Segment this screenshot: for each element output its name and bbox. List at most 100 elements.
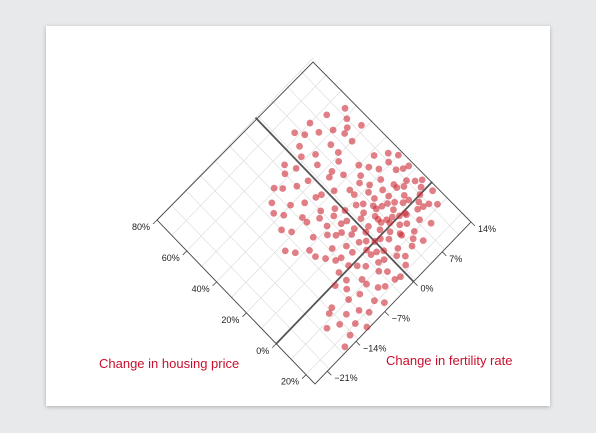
data-point	[345, 296, 353, 303]
data-point	[270, 209, 278, 217]
data-point	[414, 205, 422, 213]
x-tick-mark	[271, 343, 277, 349]
data-point	[309, 233, 317, 241]
data-point	[370, 152, 378, 159]
data-point	[312, 193, 320, 201]
data-point	[330, 212, 338, 220]
data-point	[325, 173, 333, 181]
data-point	[427, 219, 435, 227]
zero-line-housing	[275, 181, 433, 345]
data-point	[375, 165, 383, 173]
data-point	[384, 149, 392, 157]
data-point	[388, 213, 396, 221]
data-point	[385, 158, 393, 166]
data-point	[385, 192, 393, 200]
data-point	[323, 222, 331, 230]
data-point	[322, 255, 329, 262]
data-point	[418, 176, 426, 184]
data-point	[409, 235, 417, 243]
y-tick-mark	[384, 311, 390, 316]
data-point	[280, 211, 288, 219]
grid-line-x	[261, 166, 418, 329]
data-point	[400, 191, 408, 199]
data-point	[425, 200, 433, 208]
data-point	[434, 200, 441, 208]
data-point	[411, 177, 419, 185]
data-point	[287, 201, 294, 209]
data-point	[357, 215, 365, 223]
data-point	[291, 129, 299, 137]
data-point	[355, 238, 363, 246]
data-point	[299, 214, 306, 221]
data-point	[328, 168, 336, 175]
data-point	[416, 216, 423, 224]
data-point	[304, 177, 312, 185]
data-point	[393, 184, 401, 192]
grid-line-x	[290, 197, 448, 360]
data-point	[394, 245, 402, 252]
grid-line-y	[171, 204, 330, 370]
data-point	[355, 161, 363, 169]
data-point	[281, 170, 289, 178]
data-point	[337, 254, 345, 262]
data-point	[281, 161, 288, 169]
data-point	[362, 228, 370, 236]
data-point	[371, 238, 379, 245]
data-point	[359, 200, 367, 208]
data-point	[340, 171, 347, 179]
y-tick-mark	[470, 221, 476, 227]
data-point	[401, 209, 409, 217]
data-point	[384, 200, 391, 207]
data-point	[396, 212, 403, 220]
data-point	[328, 245, 336, 252]
data-point	[380, 256, 388, 264]
data-point	[316, 214, 323, 222]
data-point	[341, 104, 349, 112]
data-point	[306, 247, 313, 254]
data-point	[315, 128, 323, 136]
data-point	[350, 225, 358, 233]
data-point	[343, 276, 350, 284]
y-tick-mark	[413, 281, 418, 286]
data-point	[374, 215, 382, 223]
data-point	[362, 237, 370, 245]
data-point	[296, 142, 303, 150]
data-point	[376, 235, 384, 243]
chart-card: 20% 0% 20% 40% 60% 80% −21% −14% −7% 0% 7% 14% Chang…	[46, 26, 550, 406]
y-tick-label: −21%	[334, 373, 357, 383]
data-point	[278, 226, 285, 234]
x-tick-label: 0%	[256, 346, 269, 356]
plot-frame	[156, 61, 472, 385]
data-point	[312, 151, 319, 158]
x-tick-mark	[301, 374, 307, 379]
data-point	[396, 221, 404, 229]
data-point	[355, 306, 363, 314]
data-point	[331, 205, 339, 212]
grid-line-y	[185, 189, 344, 355]
y-tick-mark	[441, 251, 447, 257]
y-tick-mark	[327, 370, 332, 376]
data-point	[360, 209, 368, 217]
data-point	[402, 261, 410, 269]
data-point	[391, 275, 399, 283]
data-point	[401, 252, 409, 260]
x-tick-mark	[212, 281, 217, 287]
data-point	[381, 299, 388, 307]
data-point	[343, 217, 351, 225]
grid-line-x	[156, 57, 314, 221]
data-point	[338, 229, 345, 236]
data-point	[405, 162, 413, 170]
data-point	[419, 237, 427, 245]
data-point	[353, 262, 361, 270]
data-point	[343, 124, 351, 132]
data-point	[346, 331, 354, 339]
data-point	[399, 165, 407, 173]
data-point	[415, 198, 423, 206]
data-point	[396, 230, 404, 238]
data-point	[403, 220, 411, 228]
data-point	[335, 269, 343, 276]
data-point	[381, 282, 389, 290]
data-point	[343, 115, 351, 123]
data-point	[365, 308, 373, 316]
data-point	[292, 164, 300, 172]
